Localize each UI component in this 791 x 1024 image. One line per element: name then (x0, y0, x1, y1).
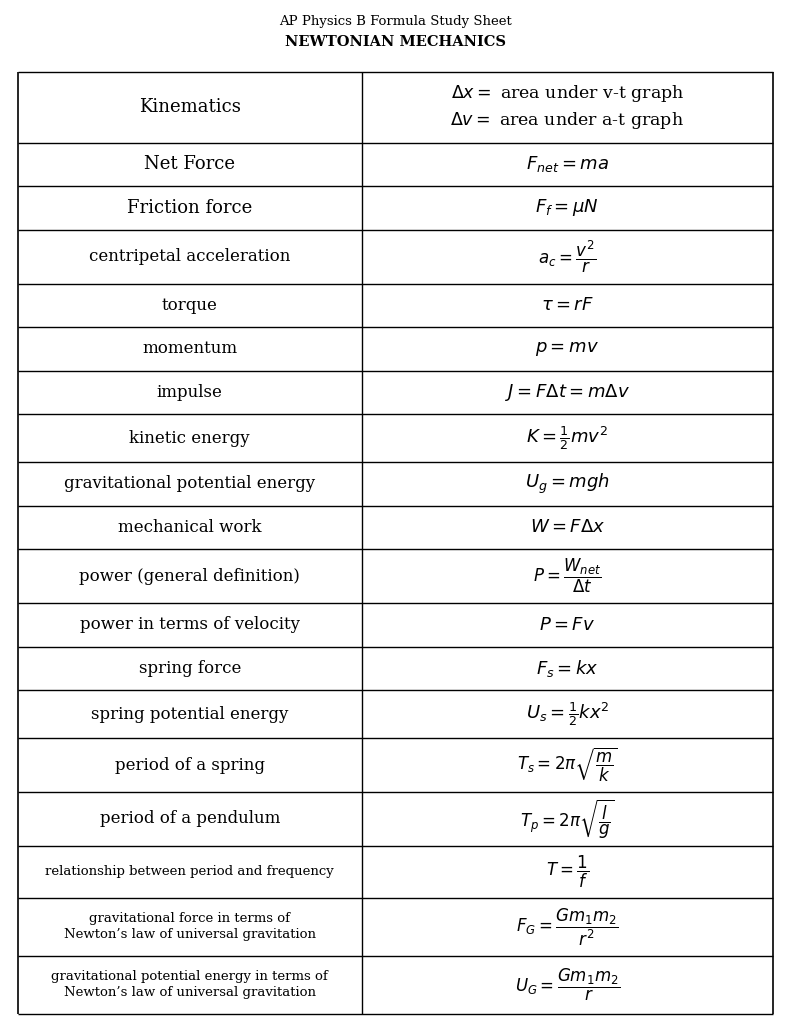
Text: $\tau = rF$: $\tau = rF$ (541, 296, 594, 314)
Text: NEWTONIAN MECHANICS: NEWTONIAN MECHANICS (285, 35, 506, 49)
Text: $F_s = kx$: $F_s = kx$ (536, 658, 599, 679)
Text: torque: torque (162, 297, 218, 314)
Text: centripetal acceleration: centripetal acceleration (89, 248, 290, 265)
Text: $J = F\Delta t = m\Delta v$: $J = F\Delta t = m\Delta v$ (505, 382, 630, 403)
Text: $F_f = \mu N$: $F_f = \mu N$ (536, 198, 599, 218)
Text: $a_c = \dfrac{v^2}{r}$: $a_c = \dfrac{v^2}{r}$ (538, 239, 596, 274)
Text: spring force: spring force (138, 660, 241, 677)
Text: momentum: momentum (142, 341, 237, 357)
Text: period of a spring: period of a spring (115, 757, 265, 773)
Text: Net Force: Net Force (144, 156, 235, 173)
Text: $T = \dfrac{1}{f}$: $T = \dfrac{1}{f}$ (546, 854, 589, 890)
Text: $F_{net} = ma$: $F_{net} = ma$ (526, 155, 609, 174)
Text: kinetic energy: kinetic energy (130, 430, 250, 446)
Text: $P = \dfrac{W_{net}}{\Delta t}$: $P = \dfrac{W_{net}}{\Delta t}$ (533, 557, 601, 595)
Text: $U_s = \frac{1}{2}kx^2$: $U_s = \frac{1}{2}kx^2$ (526, 700, 609, 728)
Text: $P = Fv$: $P = Fv$ (539, 616, 596, 634)
Text: $F_G = \dfrac{Gm_1m_2}{r^2}$: $F_G = \dfrac{Gm_1m_2}{r^2}$ (516, 906, 619, 947)
Text: $U_g = mgh$: $U_g = mgh$ (524, 472, 610, 496)
Text: $U_G = \dfrac{Gm_1m_2}{r}$: $U_G = \dfrac{Gm_1m_2}{r}$ (515, 967, 620, 1004)
Text: spring potential energy: spring potential energy (91, 706, 289, 723)
Text: relationship between period and frequency: relationship between period and frequenc… (45, 865, 334, 879)
Text: $K = \frac{1}{2}mv^2$: $K = \frac{1}{2}mv^2$ (526, 424, 608, 453)
Text: $T_s = 2\pi\sqrt{\dfrac{m}{k}}$: $T_s = 2\pi\sqrt{\dfrac{m}{k}}$ (517, 745, 618, 784)
Text: mechanical work: mechanical work (118, 519, 262, 536)
Text: power (general definition): power (general definition) (79, 567, 301, 585)
Text: $T_p = 2\pi\sqrt{\dfrac{l}{g}}$: $T_p = 2\pi\sqrt{\dfrac{l}{g}}$ (520, 798, 615, 841)
Text: $W = F\Delta x$: $W = F\Delta x$ (530, 518, 605, 537)
Text: AP Physics B Formula Study Sheet: AP Physics B Formula Study Sheet (279, 15, 512, 29)
Text: Kinematics: Kinematics (139, 98, 240, 117)
Text: gravitational potential energy in terms of
Newton’s law of universal gravitation: gravitational potential energy in terms … (51, 971, 328, 999)
Text: period of a pendulum: period of a pendulum (100, 810, 280, 827)
Text: gravitational potential energy: gravitational potential energy (64, 475, 316, 493)
Text: gravitational force in terms of
Newton’s law of universal gravitation: gravitational force in terms of Newton’s… (64, 912, 316, 941)
Text: Friction force: Friction force (127, 199, 252, 217)
Text: $\Delta x = $ area under v-t graph
$\Delta v = $ area under a-t graph: $\Delta x = $ area under v-t graph $\Del… (450, 83, 684, 131)
Text: power in terms of velocity: power in terms of velocity (80, 616, 300, 634)
Text: $p = mv$: $p = mv$ (536, 340, 600, 358)
Text: impulse: impulse (157, 384, 223, 401)
